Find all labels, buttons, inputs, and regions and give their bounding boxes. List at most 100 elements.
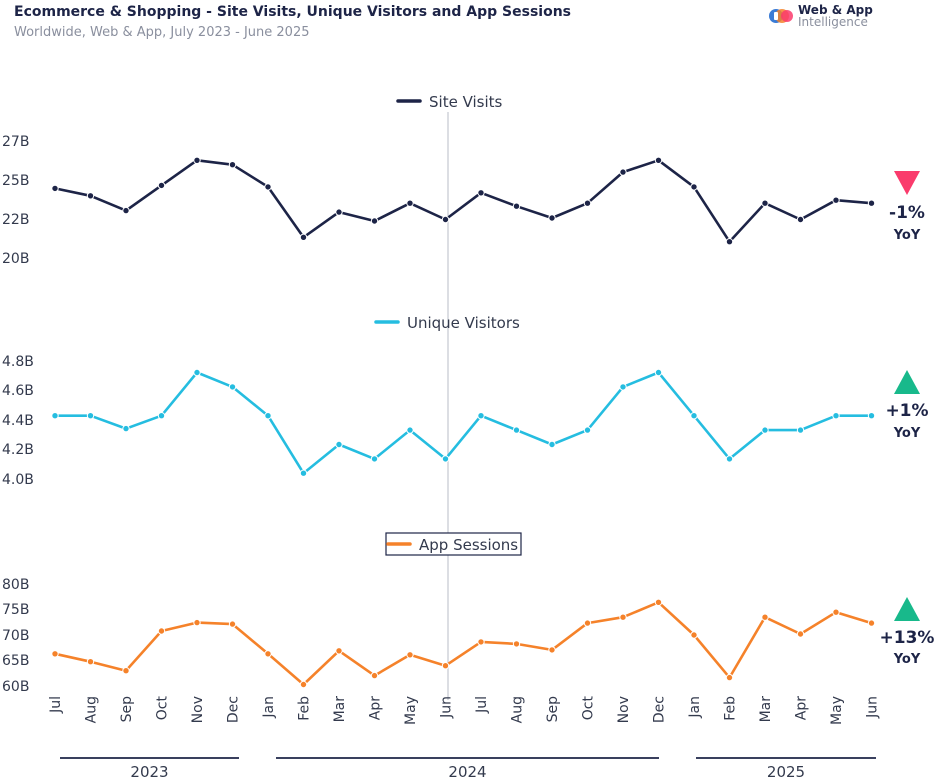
data-point: [264, 183, 272, 191]
yoy-up-arrow-icon: [894, 597, 920, 621]
y-tick-label: 25B: [2, 173, 29, 189]
data-point: [583, 426, 592, 434]
x-tick-label: May: [829, 696, 845, 725]
data-point: [441, 215, 450, 224]
x-tick-label: May: [403, 696, 419, 725]
data-point: [477, 189, 485, 197]
data-point: [299, 469, 308, 477]
data-point: [228, 620, 237, 628]
data-point: [370, 671, 379, 680]
data-point: [86, 192, 95, 200]
year-label: 2024: [448, 763, 486, 781]
data-point: [299, 680, 308, 689]
x-tick-label: Feb: [723, 696, 739, 721]
x-tick-label: Dec: [652, 696, 668, 723]
x-tick-label: Nov: [190, 696, 206, 723]
data-point: [832, 412, 840, 420]
y-tick-label: 80B: [2, 577, 29, 593]
x-tick-label: Oct: [581, 696, 597, 721]
data-point: [867, 412, 876, 420]
data-point: [583, 199, 592, 207]
data-point: [548, 214, 556, 222]
yoy-value: -1%: [889, 203, 925, 223]
data-point: [832, 196, 840, 204]
data-point: [796, 630, 805, 638]
x-tick-label: Apr: [794, 696, 810, 720]
x-tick-label: Jun: [865, 696, 881, 719]
data-point: [619, 613, 627, 621]
x-tick-label: Jul: [474, 696, 490, 714]
data-point: [512, 640, 521, 648]
x-tick-label: Dec: [226, 696, 242, 723]
data-point: [335, 208, 343, 216]
series-line: [55, 371, 872, 475]
data-point: [796, 426, 805, 434]
y-tick-label: 75B: [2, 602, 29, 618]
data-point: [193, 156, 201, 165]
legend-label: Unique Visitors: [407, 314, 520, 332]
data-point: [690, 631, 698, 639]
data-point: [406, 426, 414, 434]
data-point: [725, 238, 734, 246]
data-point: [264, 650, 272, 658]
data-point: [51, 650, 59, 658]
data-point: [512, 202, 521, 210]
data-point: [406, 651, 414, 659]
series-line: [54, 159, 872, 243]
data-point: [86, 658, 95, 666]
data-point: [86, 412, 95, 420]
y-tick-label: 4.6B: [2, 383, 34, 399]
data-point: [157, 412, 166, 420]
x-tick-label: Jul: [48, 696, 64, 714]
yoy-value: +1%: [885, 401, 928, 421]
brand-name: Web & App: [798, 3, 873, 17]
x-tick-label: Jun: [439, 696, 455, 719]
data-point: [370, 455, 379, 463]
data-point: [122, 424, 130, 433]
brand-logo[interactable]: Web & App Intelligence: [768, 4, 873, 28]
x-tick-label: Jan: [261, 696, 277, 719]
data-point: [654, 156, 663, 165]
data-point: [867, 619, 876, 627]
data-point: [690, 412, 698, 420]
x-tick-label: Mar: [332, 696, 348, 723]
x-tick-label: Aug: [510, 696, 526, 723]
data-point: [548, 646, 556, 654]
legend-label: Site Visits: [429, 93, 503, 111]
x-tick-label: Sep: [119, 696, 135, 723]
data-point: [122, 667, 130, 675]
data-point: [299, 233, 308, 242]
y-tick-label: 22B: [2, 212, 29, 228]
legend-box: [385, 532, 522, 556]
y-tick-label: 4.2B: [2, 442, 34, 458]
brand-sub: Intelligence: [798, 15, 868, 29]
chart-title: Ecommerce & Shopping - Site Visits, Uniq…: [14, 4, 571, 20]
chart-subtitle: Worldwide, Web & App, July 2023 - June 2…: [14, 25, 310, 40]
data-point: [548, 440, 556, 449]
x-tick-label: Aug: [84, 696, 100, 723]
yoy-value: +13%: [880, 628, 934, 648]
x-tick-label: Feb: [297, 696, 313, 721]
yoy-label: YoY: [893, 652, 921, 667]
data-point: [725, 673, 734, 682]
yoy-label: YoY: [893, 228, 921, 243]
x-tick-label: Oct: [155, 696, 171, 721]
data-point: [477, 412, 485, 420]
y-tick-label: 4.8B: [2, 354, 34, 370]
data-point: [867, 199, 876, 207]
data-point: [796, 215, 805, 224]
y-tick-label: 60B: [2, 679, 29, 695]
data-point: [264, 412, 272, 420]
legend-label: App Sessions: [419, 536, 518, 554]
yoy-up-arrow-icon: [894, 370, 920, 394]
x-tick-label: Sep: [545, 696, 561, 723]
data-point: [725, 455, 734, 463]
data-point: [441, 662, 450, 670]
data-point: [512, 426, 521, 434]
data-point: [228, 161, 237, 169]
data-point: [832, 608, 840, 616]
year-label: 2025: [767, 763, 805, 781]
data-point: [761, 199, 769, 207]
data-point: [228, 383, 237, 391]
x-tick-label: Jan: [687, 696, 703, 719]
